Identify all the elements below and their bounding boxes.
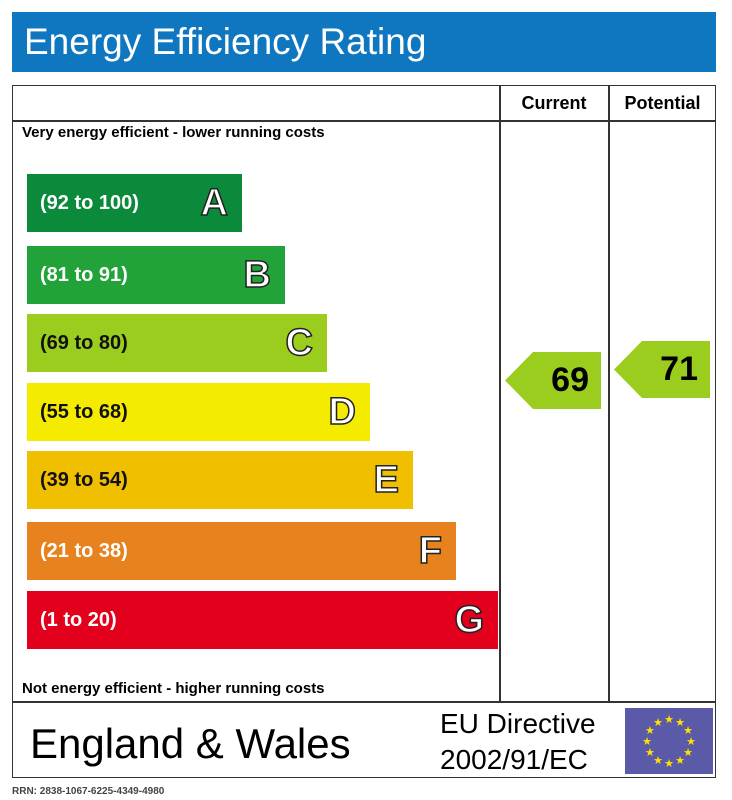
band-letter: F — [418, 529, 443, 573]
band-range: (1 to 20) — [40, 609, 117, 631]
rrn: RRN: 2838-1067-6225-4349-4980 — [12, 786, 165, 797]
band-letter: A — [200, 181, 229, 225]
directive-line1: EU Directive — [440, 708, 596, 739]
current-rating-value: 69 — [551, 361, 589, 399]
band-d: (55 to 68) D — [27, 383, 370, 441]
band-c: (69 to 80) C — [27, 314, 327, 372]
potential-rating-value: 71 — [660, 350, 698, 389]
top-note: Very energy efficient - lower running co… — [22, 124, 325, 141]
divider — [499, 120, 716, 122]
band-a: (92 to 100) A — [27, 174, 242, 232]
svg-text:★: ★ — [653, 717, 663, 729]
chart-frame — [12, 85, 716, 702]
band-letter: C — [285, 321, 314, 365]
current-rating-arrow: 69 — [505, 352, 601, 409]
svg-text:★: ★ — [645, 725, 655, 737]
potential-header: Potential — [624, 93, 701, 113]
divider — [499, 85, 501, 702]
svg-text:★: ★ — [675, 717, 685, 729]
svg-text:★: ★ — [664, 714, 674, 726]
current-header: Current — [521, 93, 587, 113]
band-e: (39 to 54) E — [27, 451, 413, 509]
region-label: England & Wales — [30, 720, 351, 767]
svg-text:★: ★ — [664, 758, 674, 770]
divider — [12, 120, 500, 122]
band-letter: B — [243, 253, 272, 297]
svg-text:★: ★ — [683, 747, 693, 759]
directive-line2: 2002/91/EC — [440, 744, 588, 775]
band-range: (81 to 91) — [40, 264, 128, 286]
chart-title: Energy Efficiency Rating — [12, 12, 716, 72]
band-letter: D — [328, 390, 357, 434]
bottom-note: Not energy efficient - higher running co… — [22, 680, 325, 697]
footer — [12, 702, 716, 778]
band-f: (21 to 38) F — [27, 522, 456, 580]
eu-flag-icon: ★ ★ ★ ★ ★ ★ ★ ★ ★ ★ ★ ★ — [625, 708, 713, 774]
band-range: (39 to 54) — [40, 469, 128, 491]
band-b: (81 to 91) B — [27, 246, 285, 304]
band-letter: G — [454, 598, 485, 642]
band-range: (92 to 100) — [40, 192, 139, 214]
svg-text:★: ★ — [686, 736, 696, 748]
band-g: (1 to 20) G — [27, 591, 498, 649]
band-range: (69 to 80) — [40, 332, 128, 354]
potential-rating-arrow: 71 — [614, 341, 710, 399]
svg-text:★: ★ — [653, 755, 663, 767]
svg-text:★: ★ — [642, 736, 652, 748]
band-range: (55 to 68) — [40, 401, 128, 423]
svg-text:★: ★ — [645, 747, 655, 759]
band-letter: E — [373, 458, 400, 502]
band-range: (21 to 38) — [40, 540, 128, 562]
svg-text:★: ★ — [683, 725, 693, 737]
divider — [608, 85, 610, 702]
svg-text:★: ★ — [675, 755, 685, 767]
